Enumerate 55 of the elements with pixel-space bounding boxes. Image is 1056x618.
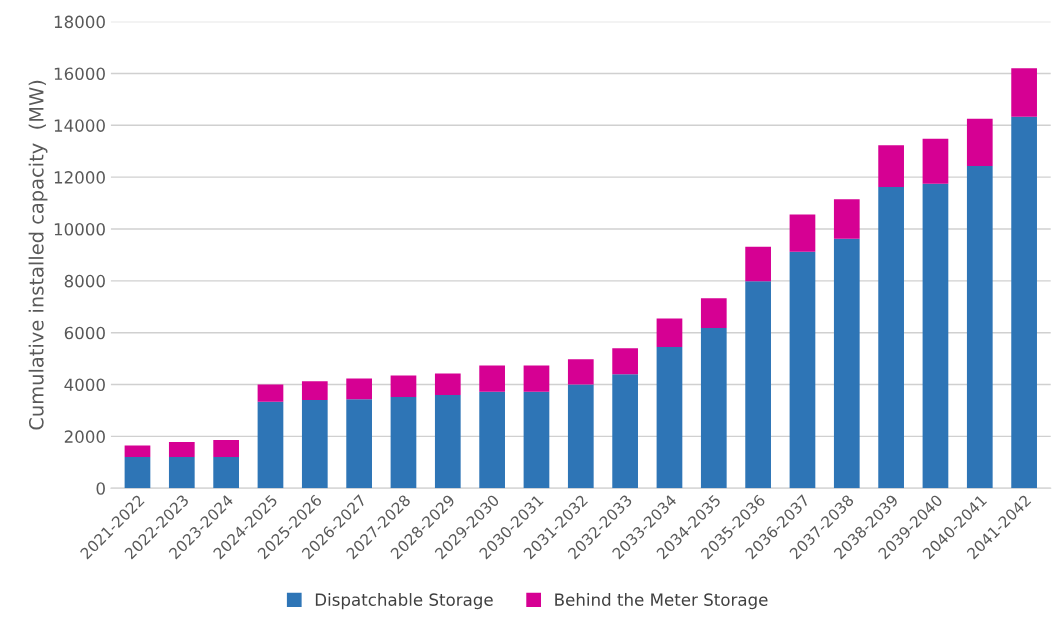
bar [922,138,949,184]
bar [833,238,860,489]
y-axis-title: Cumulative installed capacity (MW) [28,80,48,430]
bar [1011,116,1037,489]
bar [966,118,993,167]
y-tick-label: 10000 [54,222,105,236]
bar [124,445,151,458]
bar [479,365,505,392]
legend-label: Dispatchable Storage [315,593,493,610]
bar [434,373,461,395]
bar [922,183,949,489]
legend-label: Behind the Meter Storage [555,593,768,610]
y-tick-label: 14000 [54,119,105,132]
bar [656,346,683,489]
bar [1011,68,1037,117]
bar [833,199,860,239]
bar [523,365,550,392]
bar [789,214,816,252]
bar [168,457,195,489]
bar [479,391,505,489]
y-tick-label: 18000 [54,15,105,29]
y-tick-label: 4000 [64,378,105,392]
bar [257,401,284,489]
y-tick-label: 12000 [54,171,105,184]
bar [567,384,594,489]
y-tick-label: 6000 [64,326,105,340]
bar [257,384,284,402]
bar [124,457,151,489]
bar [434,394,461,489]
bar [612,348,638,375]
bar [700,328,727,489]
y-tick-label: 8000 [64,274,105,288]
bar [878,187,904,489]
bar [301,400,328,489]
bar [213,440,239,458]
bar [567,359,594,385]
bar [213,457,239,489]
y-tick-label: 0 [96,482,105,495]
y-tick-label: 16000 [54,67,105,81]
y-tick-label: 2000 [64,430,105,443]
bar [346,399,372,489]
bar [966,166,993,489]
bar [745,281,771,489]
bar [700,298,727,329]
bar [656,318,683,347]
bar [301,381,328,401]
bar [390,375,417,397]
bar [168,442,195,458]
bar [878,145,904,188]
bar [346,378,372,400]
bar [390,396,417,489]
bar [789,251,816,489]
bar [523,391,550,489]
bar [612,374,638,489]
bar [745,246,771,282]
